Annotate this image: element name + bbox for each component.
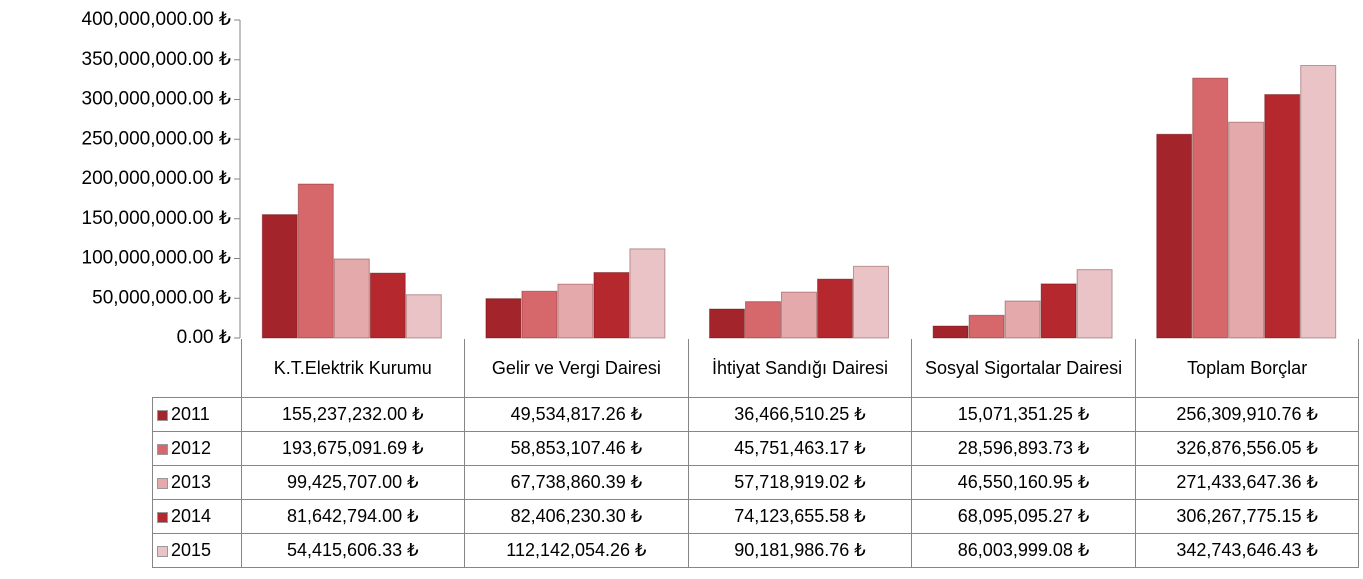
bar — [593, 271, 630, 339]
series-row: 2011 155,237,232.00 ₺ 49,534,817.26 ₺ 36,46… — [152, 397, 1360, 432]
value-cell: 326,876,556.05 ₺ — [1134, 431, 1360, 466]
y-tick-label: 250,000,000.00 ₺ — [82, 128, 231, 149]
bar — [932, 325, 969, 339]
value-cell: 82,406,230.30 ₺ — [464, 499, 689, 534]
bar — [1300, 65, 1337, 339]
legend-cell: 2013 — [152, 465, 242, 500]
bar — [629, 248, 666, 339]
legend-cell: 2012 — [152, 431, 242, 466]
value-cell: 155,237,232.00 ₺ — [240, 397, 466, 432]
legend-key — [157, 512, 168, 523]
series-row: 2012 193,675,091.69 ₺ 58,853,107.46 ₺ 45,75… — [152, 431, 1360, 466]
value-cell: 15,071,351.25 ₺ — [911, 397, 1136, 432]
value-cell: 271,433,647.36 ₺ — [1134, 465, 1360, 500]
legend-label: 2013 — [171, 472, 212, 492]
legend-label: 2012 — [171, 438, 212, 458]
bar — [709, 308, 745, 339]
legend-key — [157, 546, 168, 557]
data-table: K.T.Elektrik Kurumu Gelir ve Vergi Daires… — [152, 339, 1360, 568]
legend-key — [157, 444, 168, 455]
bar — [1040, 283, 1077, 339]
value-cell: 58,853,107.46 ₺ — [464, 431, 689, 466]
bar — [1156, 133, 1193, 339]
bar — [369, 272, 406, 339]
category-label: Toplam Borçlar — [1134, 339, 1360, 398]
y-tick-label: 200,000,000.00 ₺ — [82, 168, 231, 189]
value-cell: 28,596,893.73 ₺ — [911, 431, 1136, 466]
value-cell: 36,466,510.25 ₺ — [687, 397, 913, 432]
bar — [333, 258, 370, 339]
value-cell: 306,267,775.15 ₺ — [1134, 499, 1360, 534]
y-tick-label: 300,000,000.00 ₺ — [82, 89, 231, 110]
category-label: K.T.Elektrik Kurumu — [240, 339, 466, 398]
bar — [485, 298, 522, 339]
series-row: 2013 99,425,707.00 ₺ 67,738,860.39 ₺ 57,718… — [152, 465, 1360, 500]
value-cell: 256,309,910.76 ₺ — [1134, 397, 1360, 432]
y-tick-label: 100,000,000.00 ₺ — [82, 248, 231, 269]
value-cell: 90,181,986.76 ₺ — [687, 533, 913, 568]
value-cell: 193,675,091.69 ₺ — [240, 431, 466, 466]
bar — [1192, 77, 1229, 339]
bar — [817, 278, 853, 339]
y-tick-label: 50,000,000.00 ₺ — [92, 287, 231, 308]
value-cell: 57,718,919.02 ₺ — [687, 465, 913, 500]
bar — [1004, 300, 1041, 339]
bar — [1228, 121, 1265, 339]
value-cell: 54,415,606.33 ₺ — [240, 533, 466, 568]
category-label: İhtiyat Sandığı Dairesi — [687, 339, 913, 398]
value-cell: 68,095,095.27 ₺ — [911, 499, 1136, 534]
y-tick-label: 350,000,000.00 ₺ — [82, 49, 231, 70]
legend-label: 2011 — [171, 404, 210, 424]
bar — [745, 301, 781, 339]
bar — [557, 283, 594, 339]
category-label: Sosyal Sigortalar Dairesi — [911, 339, 1136, 398]
value-cell: 67,738,860.39 ₺ — [464, 465, 689, 500]
bar — [261, 214, 298, 339]
value-cell: 99,425,707.00 ₺ — [240, 465, 466, 500]
bar — [781, 291, 817, 339]
legend-label: 2014 — [171, 506, 212, 526]
bar — [853, 265, 889, 339]
legend-cell: 2015 — [152, 533, 242, 568]
bar — [1076, 269, 1113, 339]
value-cell: 112,142,054.26 ₺ — [464, 533, 689, 568]
value-cell: 46,550,160.95 ₺ — [911, 465, 1136, 500]
legend-key — [157, 410, 168, 421]
y-tick-label: 400,000,000.00 ₺ — [82, 9, 231, 30]
value-cell: 86,003,999.08 ₺ — [911, 533, 1136, 568]
bar — [968, 314, 1005, 339]
bar — [297, 183, 334, 339]
value-cell: 74,123,655.58 ₺ — [687, 499, 913, 534]
value-cell: 49,534,817.26 ₺ — [464, 397, 689, 432]
bar — [405, 294, 442, 339]
category-label: Gelir ve Vergi Dairesi — [464, 339, 689, 398]
corner-cell — [152, 339, 242, 398]
value-cell: 81,642,794.00 ₺ — [240, 499, 466, 534]
legend-cell: 2011 — [152, 397, 242, 432]
bar — [1264, 94, 1301, 339]
value-cell: 45,751,463.17 ₺ — [687, 431, 913, 466]
series-row: 2015 54,415,606.33 ₺ 112,142,054.26 ₺ 90,18… — [152, 533, 1360, 568]
value-cell: 342,743,646.43 ₺ — [1134, 533, 1360, 568]
y-tick-label: 150,000,000.00 ₺ — [82, 208, 231, 229]
header-row: K.T.Elektrik Kurumu Gelir ve Vergi Daires… — [152, 339, 1360, 398]
legend-label: 2015 — [171, 540, 212, 560]
series-row: 2014 81,642,794.00 ₺ 82,406,230.30 ₺ 74,123… — [152, 499, 1360, 534]
legend-key — [157, 478, 168, 489]
bar — [521, 290, 558, 339]
legend-cell: 2014 — [152, 499, 242, 534]
